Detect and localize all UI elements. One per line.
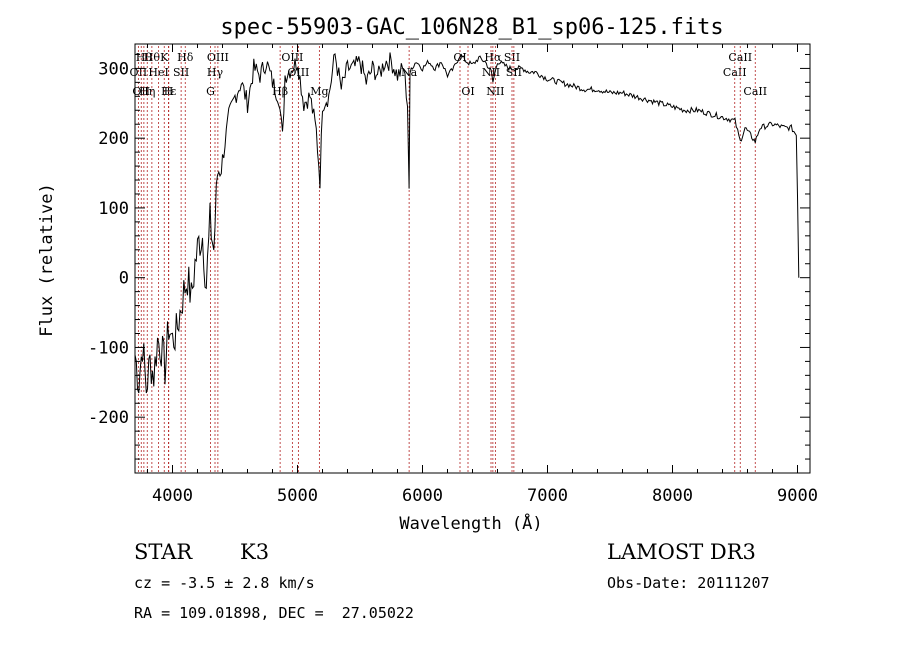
line-marker-label-5: HeI — [148, 66, 168, 79]
line-marker-label-3: Hη — [139, 85, 155, 98]
line-marker-label-28: CaII — [743, 85, 767, 98]
line-marker-label-0: OII — [130, 66, 148, 79]
line-marker-label-10: Hδ — [177, 51, 194, 64]
spectrum-series — [134, 52, 800, 394]
chart-title: spec-55903-GAC_106N28_B1_sp06-125.fits — [220, 15, 723, 40]
line-marker-label-8: H — [164, 85, 174, 98]
x-tick-label-4: 8000 — [652, 486, 693, 506]
x-tick-label-1: 5000 — [277, 486, 318, 506]
line-marker-label-6: K — [160, 51, 169, 64]
x-axis-label: Wavelength (Å) — [399, 512, 542, 534]
object-class: STAR — [134, 540, 193, 564]
line-marker-label-21: NII — [482, 66, 500, 79]
line-marker-label-23: NII — [486, 85, 504, 98]
survey-name: LAMOST DR3 — [607, 540, 756, 564]
coordinates: RA = 109.01898, DEC = 27.05022 — [134, 604, 414, 622]
line-marker-label-17: Mg — [310, 85, 328, 98]
x-tick-label-5: 9000 — [777, 486, 818, 506]
plot-frame — [134, 43, 811, 474]
line-marker-label-27: CaII — [728, 51, 752, 64]
y-tick-label-0: -200 — [88, 408, 129, 428]
x-tick-label-2: 6000 — [402, 486, 443, 506]
line-marker-label-26: CaII — [723, 66, 747, 79]
line-marker-label-24: SII — [504, 51, 520, 64]
line-marker-label-12: Hγ — [207, 66, 224, 79]
line-marker-label-13: OIII — [207, 51, 229, 64]
y-tick-label-1: -100 — [88, 338, 129, 358]
line-marker-label-4: Hθ — [144, 51, 161, 64]
x-tick-label-3: 7000 — [527, 486, 568, 506]
line-marker-label-9: SII — [173, 66, 189, 79]
redshift-text: cz = -3.5 ± 2.8 km/s — [134, 574, 315, 592]
y-axis-label: Flux (relative) — [37, 183, 57, 337]
spectral-line-markers: OIIOIIHθHηHθHeIKHεHSIIHδGHγOIIIHβOIIIOII… — [130, 46, 767, 473]
series-line-0 — [134, 52, 800, 394]
x-axis-ticks: 4000 5000 6000 7000 8000 9000 — [147, 44, 818, 506]
subclass: K3 — [240, 540, 270, 564]
y-tick-label-4: 200 — [98, 129, 129, 149]
x-tick-label-0: 4000 — [152, 486, 193, 506]
y-axis-ticks: -200 -100 0 100 200 300 — [88, 53, 810, 460]
line-marker-label-1: OII — [132, 85, 150, 98]
line-marker-label-22: Hα — [484, 51, 502, 64]
obs-date: Obs-Date: 20111207 — [607, 574, 770, 592]
y-tick-label-3: 100 — [98, 199, 129, 219]
line-marker-label-20: OI — [461, 85, 474, 98]
y-tick-label-5: 300 — [98, 59, 129, 79]
line-marker-label-18: Na — [401, 66, 418, 79]
line-marker-label-11: G — [206, 85, 215, 98]
line-marker-label-15: OIII — [281, 51, 303, 64]
y-tick-label-2: 0 — [119, 269, 129, 289]
